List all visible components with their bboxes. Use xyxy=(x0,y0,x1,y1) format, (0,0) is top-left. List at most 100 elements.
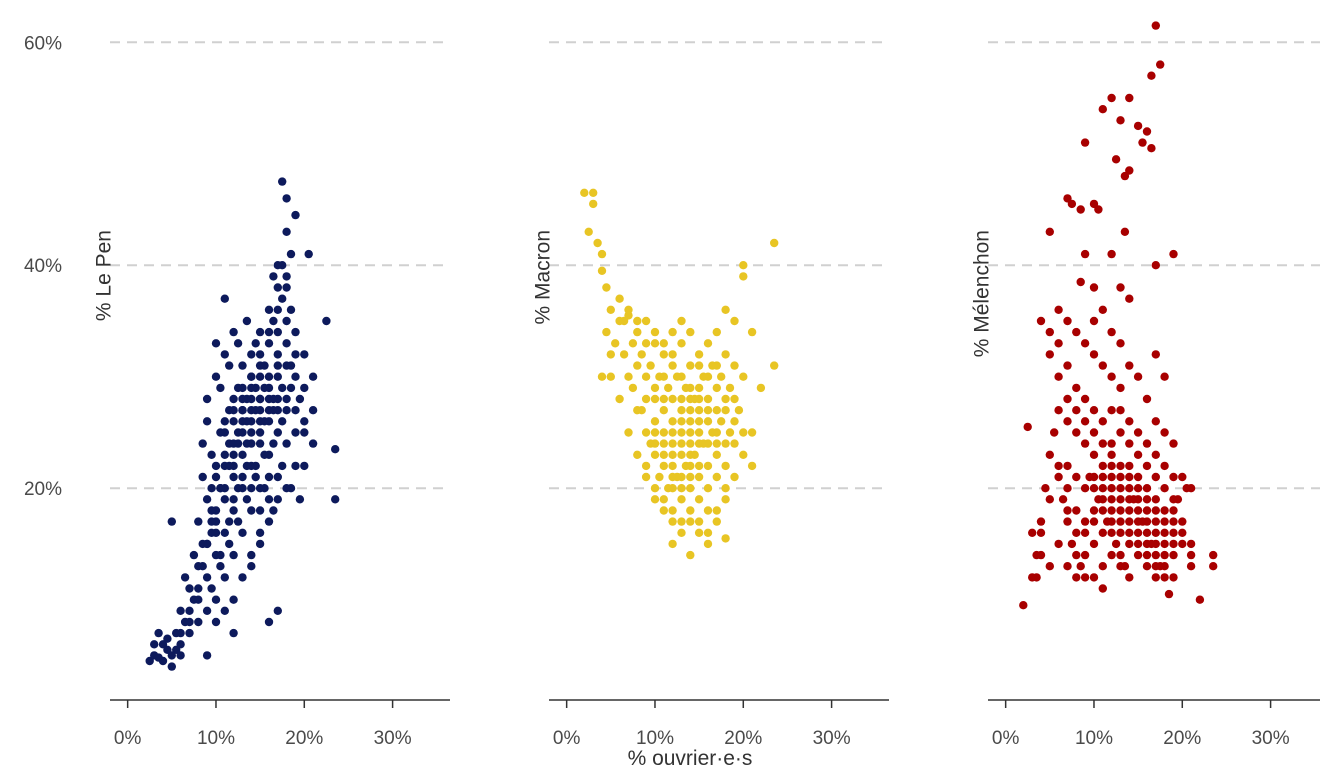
data-point xyxy=(229,550,238,560)
data-point xyxy=(646,361,655,370)
data-point xyxy=(1019,601,1028,610)
data-point xyxy=(1186,550,1196,560)
data-point xyxy=(167,651,176,660)
data-point xyxy=(202,573,212,582)
data-point xyxy=(712,327,721,337)
data-point xyxy=(1089,450,1099,459)
data-point xyxy=(1098,528,1108,537)
y-axis-title: % Macron xyxy=(532,230,555,325)
data-point xyxy=(1116,406,1125,415)
data-point xyxy=(255,428,265,437)
data-point xyxy=(255,327,265,337)
data-point xyxy=(1133,517,1143,526)
data-point xyxy=(176,606,185,615)
data-point xyxy=(1116,550,1125,560)
data-point xyxy=(655,372,664,381)
data-point xyxy=(703,394,713,404)
data-point xyxy=(308,439,318,448)
data-point xyxy=(1036,316,1046,326)
data-point xyxy=(606,372,615,381)
data-point xyxy=(1054,406,1063,415)
data-point xyxy=(198,539,207,549)
data-point xyxy=(677,406,686,415)
data-point xyxy=(282,439,291,448)
data-point xyxy=(602,327,611,337)
data-point xyxy=(220,495,229,504)
data-point xyxy=(1023,422,1032,432)
data-point xyxy=(1072,406,1081,415)
data-point xyxy=(1160,562,1169,571)
data-point xyxy=(717,372,726,381)
x-tick-label: 30% xyxy=(813,728,851,749)
data-point xyxy=(1169,550,1178,560)
x-tick-label: 20% xyxy=(724,728,762,749)
x-tick-label: 0% xyxy=(553,728,581,749)
data-point xyxy=(229,394,238,404)
data-point xyxy=(633,327,642,337)
data-point xyxy=(264,339,274,348)
data-point xyxy=(1133,472,1143,482)
data-point xyxy=(1107,472,1116,482)
data-point xyxy=(589,199,598,209)
data-point xyxy=(1116,528,1125,537)
data-point xyxy=(694,528,704,537)
data-point xyxy=(273,283,282,292)
data-point xyxy=(1169,528,1178,537)
data-point xyxy=(668,350,677,359)
data-point xyxy=(286,383,296,393)
data-point xyxy=(1111,155,1121,164)
data-point xyxy=(211,472,221,482)
data-point xyxy=(304,249,313,259)
data-point xyxy=(717,417,726,426)
data-point xyxy=(686,550,695,560)
data-point xyxy=(1063,417,1072,426)
data-point xyxy=(1098,584,1108,593)
data-point xyxy=(247,350,256,359)
data-point xyxy=(668,428,677,437)
data-point xyxy=(251,472,260,482)
data-point xyxy=(1160,506,1169,515)
data-point xyxy=(1054,472,1063,482)
data-point xyxy=(677,484,686,493)
y-tick-label: 40% xyxy=(24,256,62,277)
data-point xyxy=(255,350,265,359)
data-point xyxy=(633,450,642,459)
data-point xyxy=(251,461,260,471)
data-point xyxy=(211,339,221,348)
data-point xyxy=(602,283,611,292)
data-point xyxy=(282,272,291,281)
data-point xyxy=(1133,428,1143,437)
data-point xyxy=(1054,372,1063,381)
data-point xyxy=(597,372,607,381)
data-point xyxy=(664,484,673,493)
data-point xyxy=(659,406,668,415)
data-point xyxy=(1080,417,1090,426)
data-point xyxy=(677,339,686,348)
data-point xyxy=(686,439,695,448)
data-point xyxy=(233,383,243,393)
data-point xyxy=(269,272,278,281)
data-point xyxy=(1125,93,1134,103)
data-point xyxy=(247,562,256,571)
data-point xyxy=(273,472,282,482)
data-point xyxy=(202,495,212,504)
data-point xyxy=(1164,589,1174,599)
data-point xyxy=(291,372,300,381)
data-point xyxy=(1080,517,1090,526)
data-point xyxy=(686,472,695,482)
data-point xyxy=(264,472,274,482)
data-point xyxy=(220,573,229,582)
data-point xyxy=(1098,305,1108,314)
data-point xyxy=(1142,127,1152,136)
data-point xyxy=(668,327,677,337)
panel-macron: 0% 10% 20% 30% % Macron xyxy=(532,41,889,749)
data-point xyxy=(238,450,247,459)
data-point xyxy=(1045,327,1055,337)
data-point xyxy=(1036,517,1046,526)
data-point xyxy=(216,484,225,493)
data-point xyxy=(730,439,739,448)
data-point xyxy=(650,484,660,493)
data-point xyxy=(641,372,651,381)
data-point xyxy=(216,550,225,560)
data-point xyxy=(233,517,243,526)
